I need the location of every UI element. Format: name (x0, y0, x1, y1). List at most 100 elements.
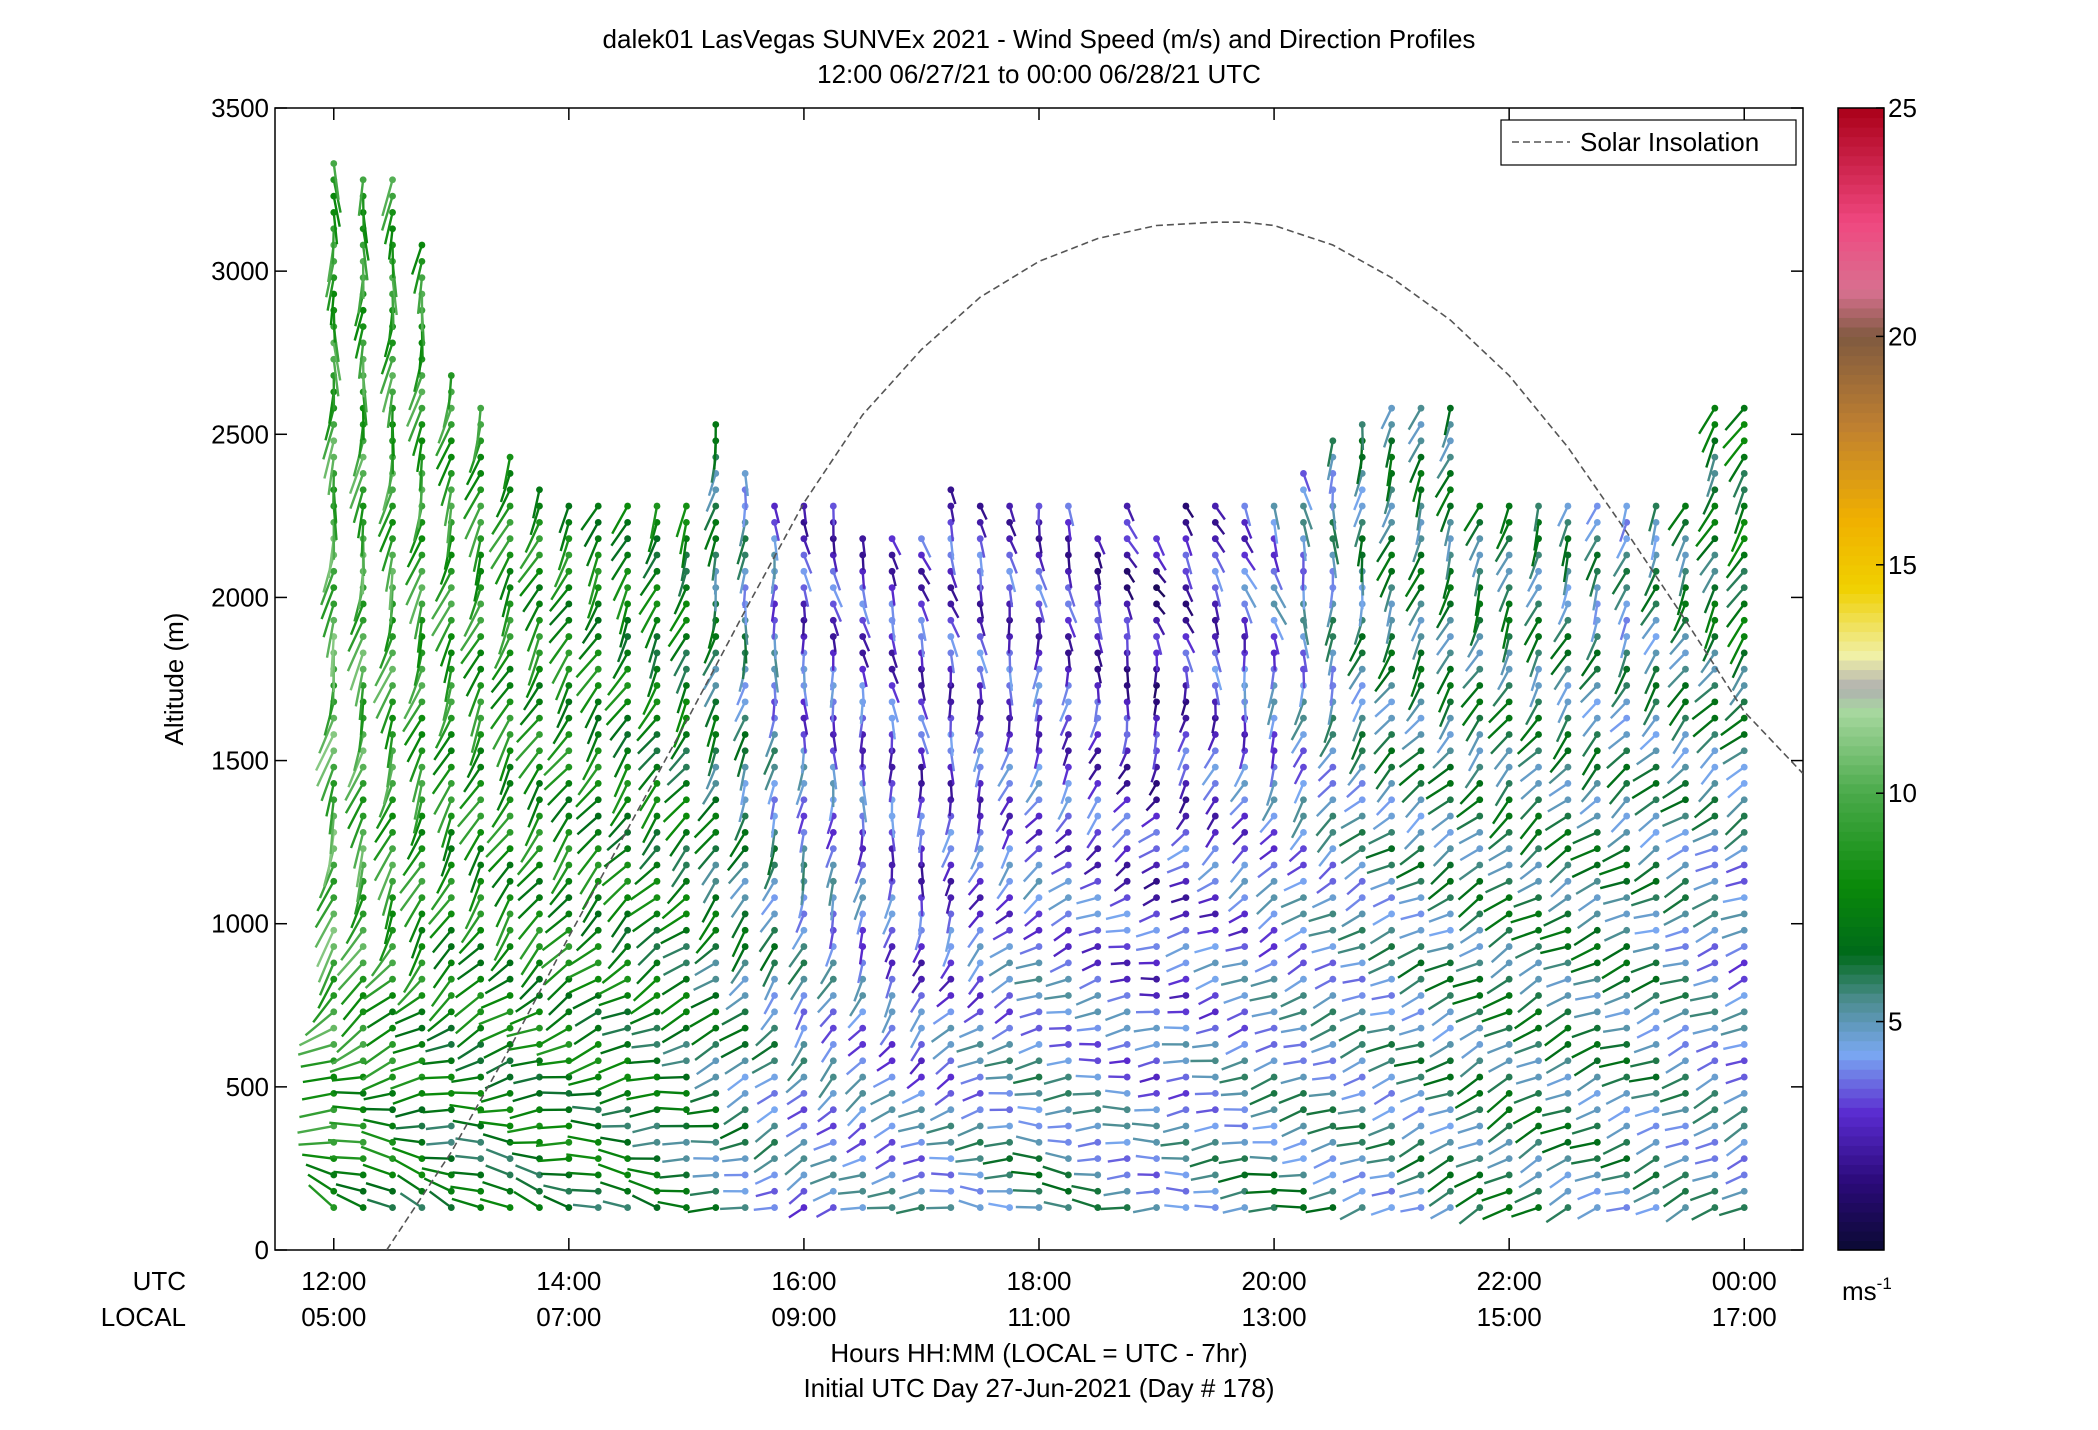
wind-barb-dot (1006, 1090, 1013, 1097)
wind-barb-dot (1036, 1172, 1043, 1179)
wind-barb-dot (565, 862, 572, 869)
wind-barb-dot (1476, 780, 1483, 787)
wind-barb-dot (419, 242, 426, 249)
wind-barb-dot (1682, 503, 1689, 510)
wind-barb-dot (1183, 1139, 1190, 1146)
wind-barb-dot (1271, 813, 1278, 820)
wind-barb-dot (1623, 959, 1630, 966)
wind-barb-dot (1741, 1188, 1748, 1195)
wind-barb-dot (1388, 911, 1395, 918)
wind-barb-dot (1153, 552, 1160, 559)
wind-barb-dot (1418, 731, 1425, 738)
wind-barb-dot (565, 1188, 572, 1195)
wind-barb-dot (536, 601, 543, 608)
wind-barb-dot (1241, 1008, 1248, 1015)
wind-barb-dot (771, 992, 778, 999)
wind-barb-dot (1418, 747, 1425, 754)
wind-barb-dot (1682, 911, 1689, 918)
wind-barb-dot (536, 552, 543, 559)
wind-barb-dot (1711, 862, 1718, 869)
wind-barb-dot (1653, 1188, 1660, 1195)
wind-barb-dot (918, 992, 925, 999)
wind-barb-dot (977, 535, 984, 542)
wind-barb-dot (1065, 911, 1072, 918)
wind-barb-dot (1183, 1188, 1190, 1195)
wind-barb-dot (565, 1025, 572, 1032)
wind-barb-dot (1388, 764, 1395, 771)
wind-barb-shaft (926, 1208, 951, 1209)
wind-barb-dot (507, 715, 514, 722)
wind-barb-dot (1183, 1090, 1190, 1097)
wind-barb-dot (947, 1090, 954, 1097)
wind-barb-dot (1006, 878, 1013, 885)
wind-barb-shaft (365, 1109, 393, 1110)
wind-barb-dot (1506, 617, 1513, 624)
wind-barb-dot (1094, 1188, 1101, 1195)
wind-barb-dot (1535, 682, 1542, 689)
wind-barb-dot (1329, 780, 1336, 787)
wind-barb-dot (1623, 878, 1630, 885)
wind-barb-dot (1476, 715, 1483, 722)
wind-barb-shaft (1250, 1157, 1274, 1159)
wind-barb-dot (1241, 617, 1248, 624)
wind-barb-dot (624, 894, 631, 901)
wind-barb-dot (1653, 1123, 1660, 1130)
colorbar-segment (1838, 907, 1884, 917)
wind-barb-dot (1535, 633, 1542, 640)
wind-barb-dot (712, 992, 719, 999)
wind-barb-dot (419, 682, 426, 689)
wind-barb-dot (477, 1172, 484, 1179)
wind-barb-dot (1183, 813, 1190, 820)
wind-barb-dot (1065, 1123, 1072, 1130)
wind-barb-shaft (1221, 1093, 1245, 1095)
colorbar-segment (1838, 127, 1884, 137)
wind-barb-dot (1271, 829, 1278, 836)
wind-barb-dot (1653, 503, 1660, 510)
wind-barb-dot (1329, 1106, 1336, 1113)
wind-barb-dot (1124, 1188, 1131, 1195)
wind-barb-dot (448, 992, 455, 999)
wind-barb-dot (1741, 1090, 1748, 1097)
wind-barb-dot (947, 845, 954, 852)
wind-barb-dot (1124, 617, 1131, 624)
wind-barb-dot (565, 1106, 572, 1113)
wind-barb-dot (1006, 1139, 1013, 1146)
wind-barb-dot (1594, 519, 1601, 526)
wind-barb-dot (595, 1025, 602, 1032)
wind-barb-dot (565, 503, 572, 510)
wind-barb-dot (1241, 780, 1248, 787)
wind-barb-dot (389, 1074, 396, 1081)
wind-barb-dot (771, 1106, 778, 1113)
wind-barb-dot (536, 649, 543, 656)
wind-barb-dot (947, 1139, 954, 1146)
wind-barb-dot (1153, 1188, 1160, 1195)
wind-barb-dot (977, 1106, 984, 1113)
wind-barb-dot (1036, 943, 1043, 950)
wind-barb-dot (1006, 862, 1013, 869)
wind-barb-dot (1535, 829, 1542, 836)
wind-barb-dot (830, 1106, 837, 1113)
colorbar-segment (1838, 479, 1884, 489)
wind-barb-dot (1741, 894, 1748, 901)
wind-barb-dot (624, 1139, 631, 1146)
wind-barb-dot (683, 894, 690, 901)
wind-barb-dot (1153, 617, 1160, 624)
wind-barb-dot (1153, 601, 1160, 608)
wind-barb-dot (1711, 617, 1718, 624)
wind-barb-dot (1036, 911, 1043, 918)
wind-barb-dot (712, 1057, 719, 1064)
colorbar-segment (1838, 565, 1884, 575)
wind-barb-dot (1388, 1057, 1395, 1064)
wind-barb-dot (565, 796, 572, 803)
wind-barb-dot (1124, 1155, 1131, 1162)
wind-barb-dot (1153, 1074, 1160, 1081)
wind-barb-dot (624, 519, 631, 526)
wind-barb-dot (330, 976, 337, 983)
wind-barb-dot (801, 796, 808, 803)
wind-barb-dot (1300, 764, 1307, 771)
wind-barb-dot (1359, 1025, 1366, 1032)
wind-barb-dot (1506, 764, 1513, 771)
wind-barb-dot (1623, 568, 1630, 575)
wind-barb-dot (360, 927, 367, 934)
wind-barb-dot (712, 503, 719, 510)
